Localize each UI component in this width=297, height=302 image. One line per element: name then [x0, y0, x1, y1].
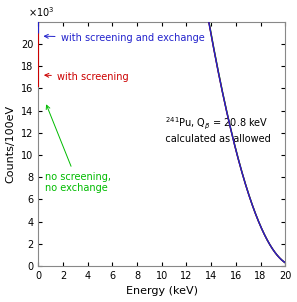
Text: no screening,
no exchange: no screening, no exchange: [45, 105, 110, 193]
Text: $^{241}$Pu, Q$_{\beta}$ = 20.8 keV
   calculated as allowed: $^{241}$Pu, Q$_{\beta}$ = 20.8 keV calcu…: [156, 116, 270, 144]
Text: with screening and exchange: with screening and exchange: [45, 33, 204, 43]
Y-axis label: Counts/100eV: Counts/100eV: [6, 105, 15, 183]
Text: $\times10^3$: $\times10^3$: [29, 5, 55, 19]
Text: with screening: with screening: [45, 72, 129, 82]
X-axis label: Energy (keV): Energy (keV): [126, 286, 198, 297]
